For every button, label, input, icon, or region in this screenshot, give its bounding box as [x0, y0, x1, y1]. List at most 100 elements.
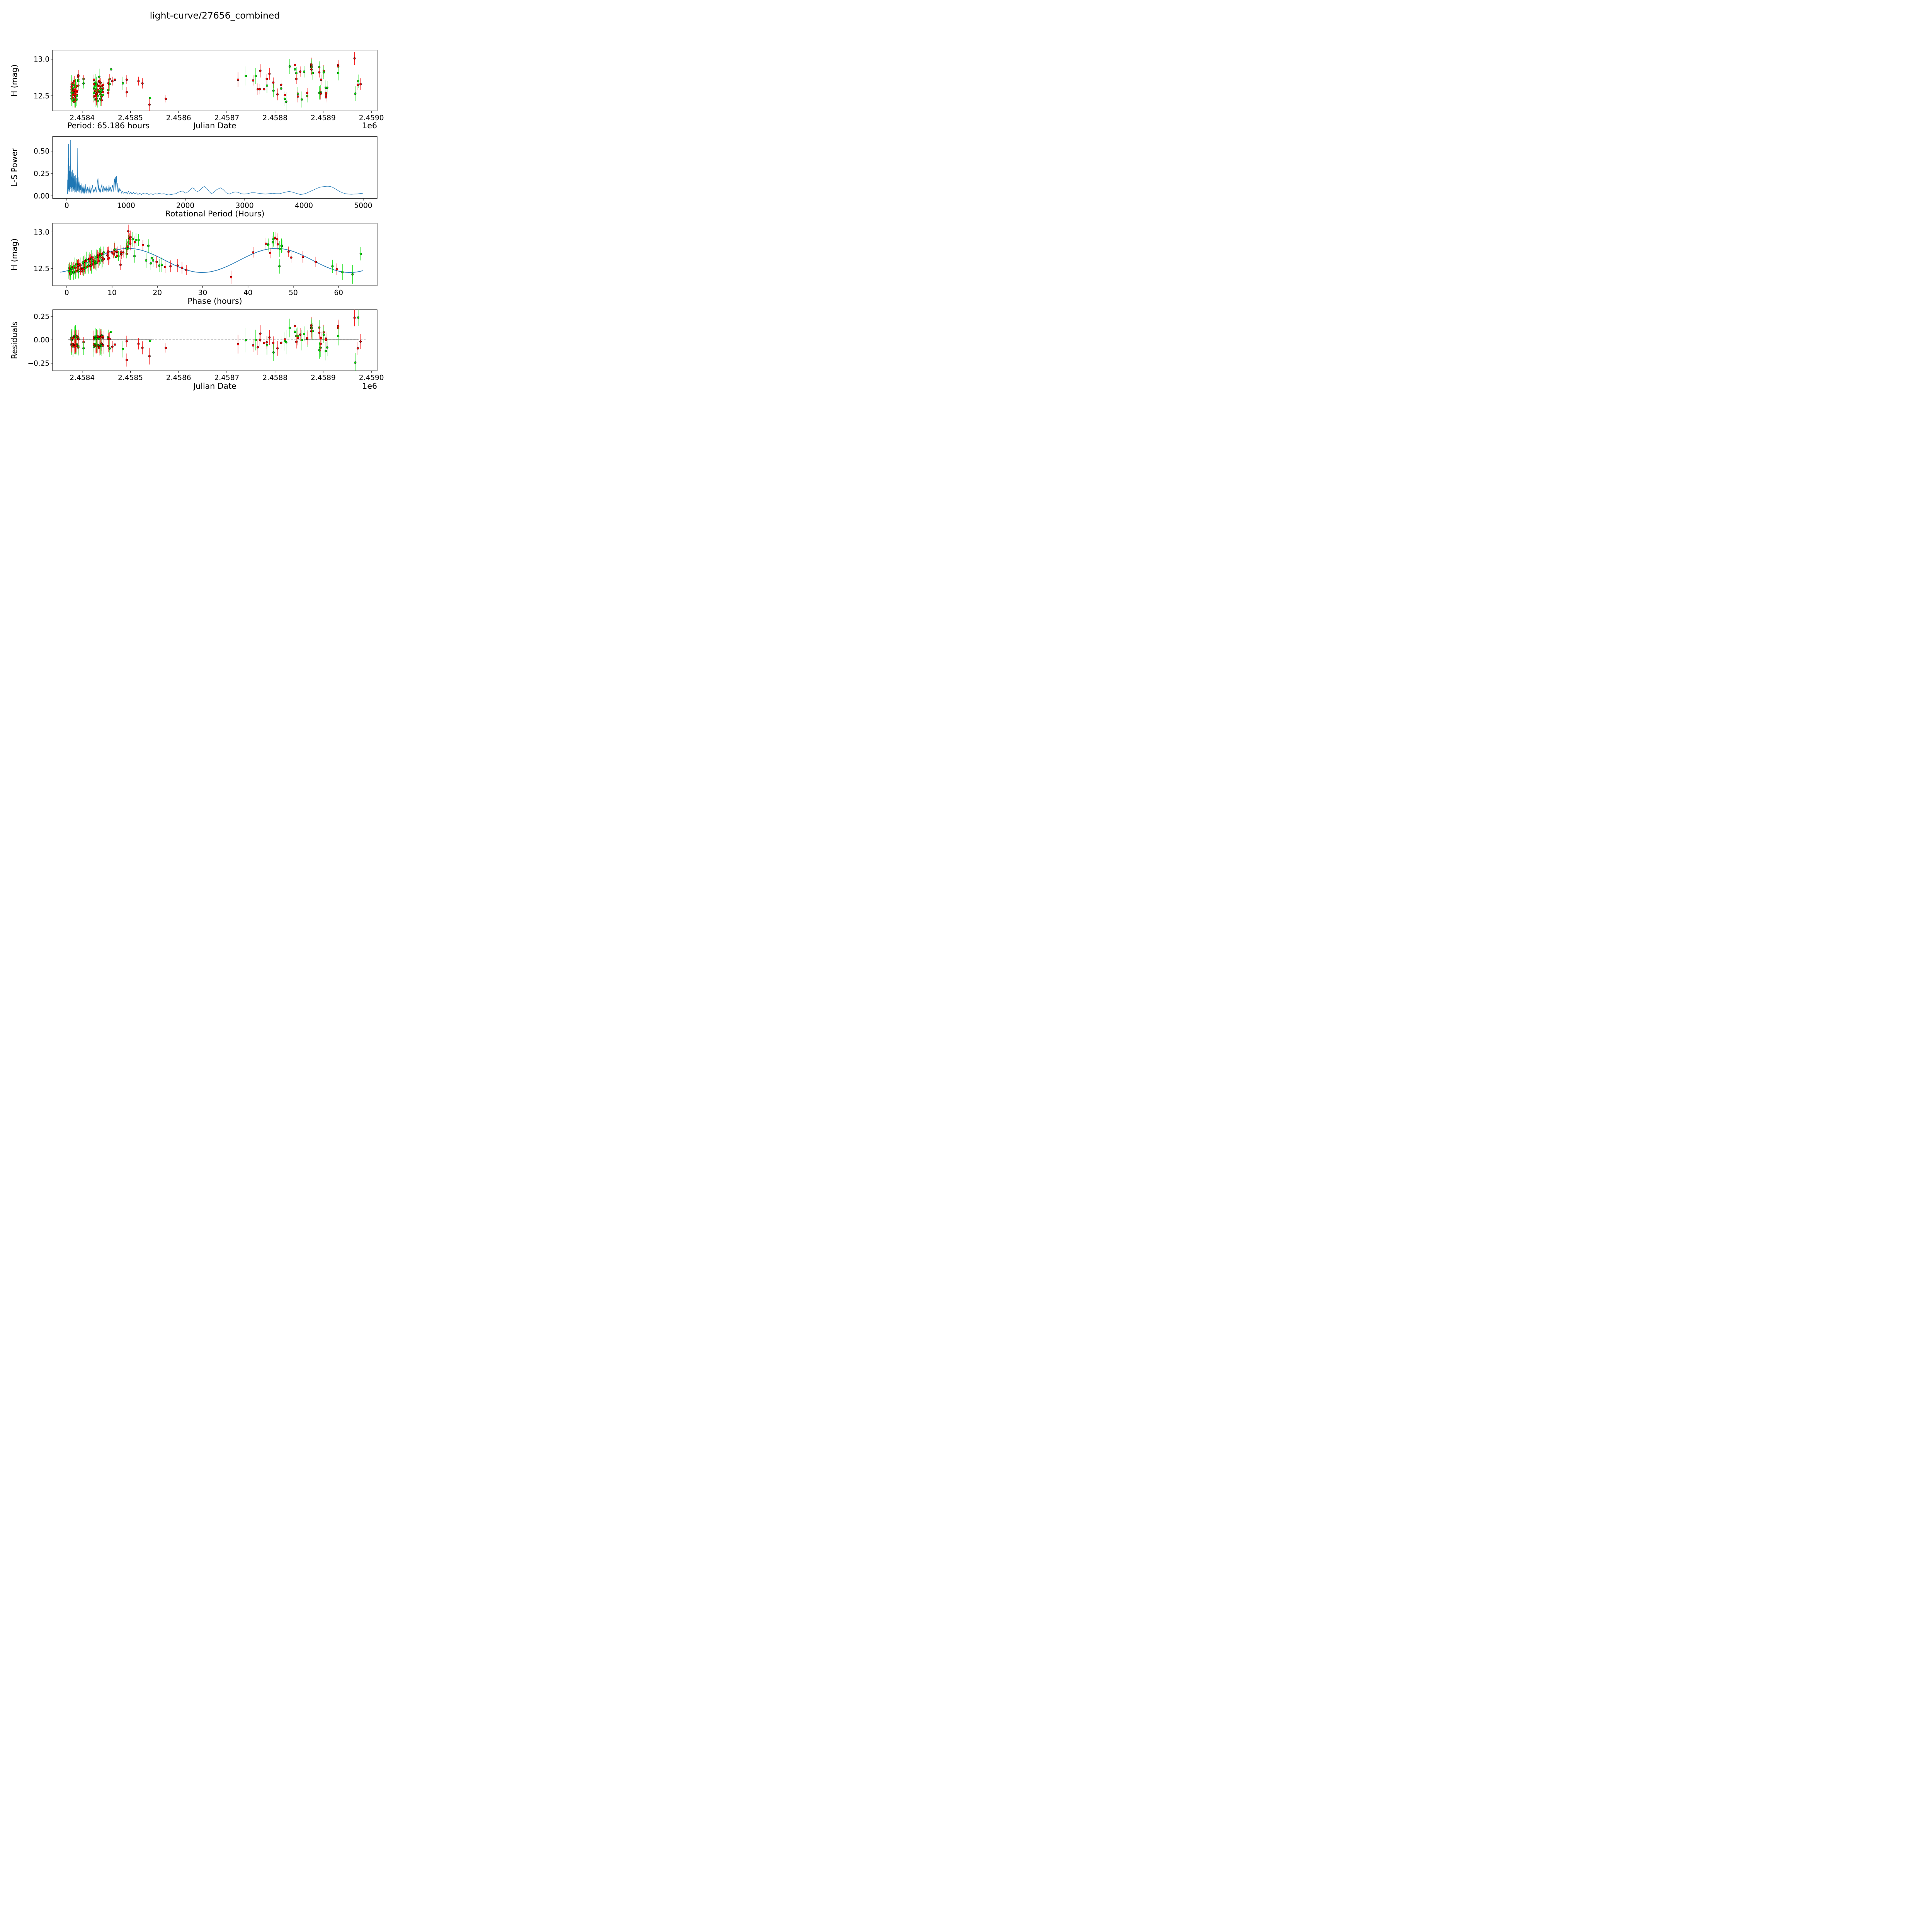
p3-x-tick-label: 0 — [65, 289, 69, 297]
p1-data-point — [107, 92, 110, 94]
p1-data-point — [280, 83, 282, 86]
p4-data-point — [149, 340, 151, 342]
p3-data-point — [278, 265, 281, 268]
p3-data-point — [107, 250, 110, 253]
p1-data-point — [95, 97, 98, 100]
p4-data-point — [245, 339, 247, 342]
p1-plot-area — [70, 52, 362, 111]
p3-x-tick-label: 40 — [243, 289, 253, 297]
p1-data-point — [108, 83, 111, 85]
p4-x-tick-label: 2.4587 — [214, 374, 240, 382]
panel-residuals: 2.4584 2.4585 2.4586 2.4587 2.4588 2.4589 2.45… — [27, 309, 384, 382]
p4-data-point — [265, 341, 268, 344]
p3-data-point — [341, 271, 344, 274]
p3-data-point — [133, 255, 136, 257]
p1-data-point — [353, 57, 356, 60]
p3-data-point — [290, 256, 293, 259]
p4-data-point — [280, 342, 282, 344]
p1-data-point — [75, 89, 78, 92]
p1-data-point — [303, 70, 306, 73]
p1-x-tick-label: 2.4590 — [359, 114, 384, 122]
p3-data-point — [94, 260, 96, 262]
p2-plot-area — [67, 140, 364, 195]
panel3-xlabel: Phase (hours) — [187, 296, 242, 306]
p4-data-point — [263, 342, 265, 344]
p1-data-point — [71, 87, 74, 89]
p4-data-point — [110, 330, 112, 333]
p1-data-point — [111, 80, 114, 83]
p1-data-point — [122, 82, 124, 85]
p2-y-tick-label: 0.25 — [34, 170, 49, 178]
p1-x-tick-label: 2.4588 — [262, 114, 287, 122]
p1-data-point — [149, 97, 151, 99]
four-panel-light-curve-chart: light-curve/27656_combined 2.4584 2.4585 2… — [0, 0, 417, 417]
p1-data-point — [272, 89, 275, 92]
p4-data-point — [126, 359, 128, 361]
p3-data-point — [287, 250, 290, 253]
p1-data-point — [326, 87, 328, 89]
p4-data-point — [108, 347, 111, 350]
p1-data-point — [265, 84, 268, 87]
p3-data-point — [331, 265, 334, 268]
p1-data-point — [73, 80, 76, 83]
p3-data-point — [280, 245, 283, 247]
p3-data-point — [112, 253, 115, 255]
p2-y-tick-label: 0.50 — [34, 148, 49, 156]
p1-data-point — [125, 78, 128, 81]
p3-data-point — [107, 258, 110, 260]
p2-x-tick-label: 5000 — [354, 202, 372, 210]
panel-jd-lightcurve: 2.4584 2.4585 2.4586 2.4587 2.4588 2.4589 2.45… — [34, 50, 384, 122]
p3-data-point — [145, 259, 148, 262]
p3-data-point — [119, 264, 122, 266]
p1-data-point — [272, 81, 275, 84]
p4-data-point — [125, 340, 128, 343]
p3-data-point — [77, 264, 80, 267]
p1-data-point — [285, 100, 287, 103]
p1-y-tick-label: 13.0 — [34, 56, 49, 64]
p4-plot-area — [68, 310, 366, 371]
p3-x-tick-label: 10 — [107, 289, 117, 297]
p1-data-point — [110, 68, 112, 71]
p1-data-point — [137, 80, 140, 83]
p3-data-point — [269, 252, 272, 255]
p4-data-point — [353, 316, 356, 319]
p4-data-point — [359, 340, 362, 343]
p1-data-point — [102, 87, 104, 90]
p3-data-point — [274, 236, 276, 239]
p3-data-point — [100, 253, 103, 255]
p1-data-point — [306, 92, 309, 94]
p3-data-point — [72, 271, 75, 274]
p3-data-point — [230, 276, 232, 279]
p3-data-point — [111, 251, 113, 254]
panel4-offset-label: 1e6 — [362, 381, 377, 391]
p4-data-point — [257, 346, 259, 349]
panel4-xlabel: Julian Date — [192, 381, 236, 391]
p1-data-point — [95, 92, 98, 95]
p1-data-point — [284, 94, 286, 97]
p4-data-point — [296, 337, 299, 339]
p4-data-point — [107, 344, 110, 347]
p3-data-point — [150, 262, 152, 265]
p1-data-point — [319, 92, 322, 95]
p1-x-tick-label: 2.4584 — [70, 114, 95, 122]
p4-data-point — [254, 339, 257, 342]
p3-data-point — [116, 255, 118, 257]
p3-data-point — [114, 248, 116, 251]
p3-data-point — [158, 264, 161, 267]
panel1-xlabel: Julian Date — [192, 121, 236, 130]
p4-data-point — [318, 349, 321, 352]
p4-data-point — [102, 344, 104, 347]
p3-data-point — [272, 241, 274, 243]
p4-data-point — [325, 338, 327, 341]
p3-data-point — [164, 266, 167, 269]
p1-data-point — [165, 97, 167, 100]
p4-data-point — [303, 332, 306, 335]
p3-axes-frame — [52, 223, 378, 286]
p3-data-point — [83, 260, 86, 262]
p4-x-tick-label: 2.4584 — [70, 374, 95, 382]
p4-data-point — [82, 347, 85, 350]
p3-data-point — [67, 270, 70, 273]
p1-x-tick-label: 2.4587 — [214, 114, 240, 122]
p4-data-point — [318, 332, 321, 334]
p1-data-point — [148, 103, 151, 106]
